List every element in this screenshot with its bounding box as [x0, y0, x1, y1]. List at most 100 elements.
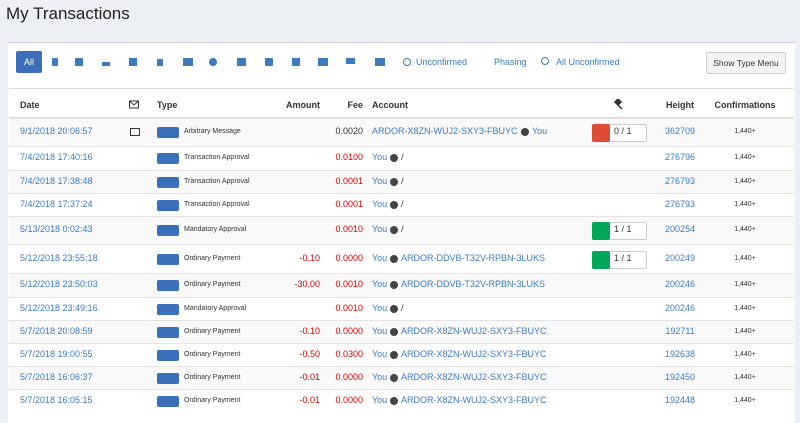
- type: Ordinary Payment: [184, 254, 241, 262]
- icon[interactable]: [209, 58, 217, 66]
- account-to: /: [401, 224, 404, 234]
- height[interactable]: 192450: [664, 371, 696, 382]
- confirmations: 1,440+: [734, 128, 756, 135]
- phasing-count: 1 / 1: [614, 224, 632, 234]
- fee: 0.0010: [335, 302, 363, 313]
- account-to[interactable]: ARDOR-DDVB-T32V-RPBN-3LUKS: [401, 279, 546, 289]
- account-from[interactable]: You: [372, 252, 388, 263]
- height[interactable]: 362709: [664, 126, 696, 136]
- date[interactable]: 5/12/2018 23:50:03: [20, 279, 98, 289]
- date[interactable]: 7/4/2018 17:40:16: [20, 152, 93, 162]
- date[interactable]: 5/12/2018 23:49:16: [20, 302, 98, 313]
- account-from[interactable]: You: [372, 302, 388, 313]
- height[interactable]: 200254: [664, 224, 696, 234]
- icon[interactable]: [265, 58, 273, 66]
- filter-all[interactable]: All: [16, 51, 42, 73]
- account-to: /: [401, 152, 404, 162]
- height[interactable]: 200246: [664, 279, 696, 289]
- height[interactable]: 200246: [664, 302, 696, 313]
- icon[interactable]: [157, 59, 163, 66]
- fee: 0.0100: [335, 152, 363, 162]
- date[interactable]: 5/7/2018 19:00:55: [20, 348, 93, 359]
- type: Mandatory Approval: [184, 304, 247, 312]
- icon[interactable]: [292, 58, 300, 66]
- account-from[interactable]: You: [372, 224, 388, 234]
- icon[interactable]: [52, 58, 58, 66]
- account-to[interactable]: ARDOR-X8ZN-WUJ2-SXY3-FBUYC: [401, 371, 547, 382]
- height[interactable]: 276793: [664, 198, 696, 209]
- row: [9, 320, 794, 344]
- header-fee: Fee: [347, 100, 363, 110]
- height[interactable]: 192638: [664, 348, 696, 359]
- icon[interactable]: [102, 62, 110, 66]
- date[interactable]: 7/4/2018 17:38:48: [20, 175, 93, 186]
- show-type-menu-button[interactable]: Show Type Menu: [706, 52, 786, 74]
- date[interactable]: 5/7/2018 16:05:15: [20, 394, 93, 405]
- account-to[interactable]: ARDOR-X8ZN-WUJ2-SXY3-FBUYC: [401, 325, 547, 336]
- type: Transaction Approval: [184, 177, 250, 185]
- icon: [541, 57, 549, 65]
- confirmations: 1,440+: [734, 200, 756, 208]
- account-from[interactable]: You: [372, 371, 388, 382]
- date[interactable]: 5/13/2018 0:02:43: [20, 224, 93, 234]
- account-from[interactable]: You: [372, 394, 388, 405]
- date[interactable]: 5/7/2018 20:08:59: [20, 325, 93, 336]
- icon[interactable]: [129, 58, 137, 66]
- icon[interactable]: [183, 58, 193, 66]
- type: Ordinary Payment: [184, 396, 241, 404]
- type-badge: [157, 176, 179, 188]
- account-to: /: [401, 175, 404, 186]
- type-badge: [157, 280, 179, 291]
- account-from[interactable]: ARDOR-X8ZN-WUJ2-SXY3-FBUYC: [372, 126, 518, 136]
- account-to[interactable]: You: [532, 126, 548, 136]
- account-from[interactable]: You: [372, 198, 388, 209]
- icon[interactable]: [375, 58, 385, 66]
- phasing-count: 1 / 1: [614, 252, 632, 263]
- confirmations: 1,440+: [734, 177, 756, 185]
- account-to[interactable]: ARDOR-DDVB-T32V-RPBN-3LUKS: [401, 252, 546, 263]
- type-badge: [157, 199, 179, 211]
- all-unconfirmed-link[interactable]: All Unconfirmed: [556, 57, 620, 67]
- phasing-link[interactable]: Phasing: [494, 57, 527, 67]
- row: [9, 297, 794, 321]
- type-badge: [157, 253, 179, 265]
- account-from[interactable]: You: [372, 175, 388, 186]
- icon[interactable]: [318, 58, 328, 66]
- date[interactable]: 5/7/2018 16:06:37: [20, 371, 93, 382]
- account-to[interactable]: ARDOR-X8ZN-WUJ2-SXY3-FBUYC: [401, 348, 547, 359]
- type: Arbitrary Message: [184, 128, 241, 135]
- icon[interactable]: [346, 58, 355, 64]
- amount: -0.10: [299, 325, 320, 336]
- type: Transaction Approval: [184, 154, 250, 161]
- header-account: Account: [372, 100, 408, 110]
- envelope-icon: [129, 100, 139, 109]
- icon[interactable]: [75, 58, 83, 66]
- height[interactable]: 192448: [664, 394, 696, 405]
- phasing-icon: [592, 124, 610, 142]
- fee: 0.0001: [335, 175, 363, 186]
- account-from[interactable]: You: [372, 348, 388, 359]
- height[interactable]: 200249: [664, 252, 696, 263]
- height[interactable]: 276796: [664, 152, 696, 162]
- account-from[interactable]: You: [372, 279, 388, 289]
- unconfirmed-link[interactable]: Unconfirmed: [416, 57, 468, 67]
- confirmations: 1,440+: [734, 226, 756, 233]
- account-from[interactable]: You: [372, 325, 388, 336]
- height[interactable]: 276793: [664, 175, 696, 186]
- fee: 0.0001: [335, 198, 363, 209]
- account-to: /: [401, 198, 404, 209]
- date[interactable]: 5/12/2018 23:55:18: [20, 252, 98, 263]
- account-to[interactable]: ARDOR-X8ZN-WUJ2-SXY3-FBUYC: [401, 394, 547, 405]
- arrow-icon: [390, 177, 398, 186]
- type: Ordinary Payment: [184, 281, 241, 288]
- type: Ordinary Payment: [184, 373, 241, 381]
- divider: [9, 88, 794, 89]
- height[interactable]: 192711: [665, 325, 695, 336]
- icon[interactable]: [237, 58, 246, 66]
- date[interactable]: 9/1/2018 20:06:57: [20, 126, 93, 136]
- confirmations: 1,440+: [734, 154, 756, 161]
- date[interactable]: 7/4/2018 17:37:24: [20, 198, 93, 209]
- account-from[interactable]: You: [372, 152, 388, 162]
- fee: 0.0000: [335, 394, 363, 405]
